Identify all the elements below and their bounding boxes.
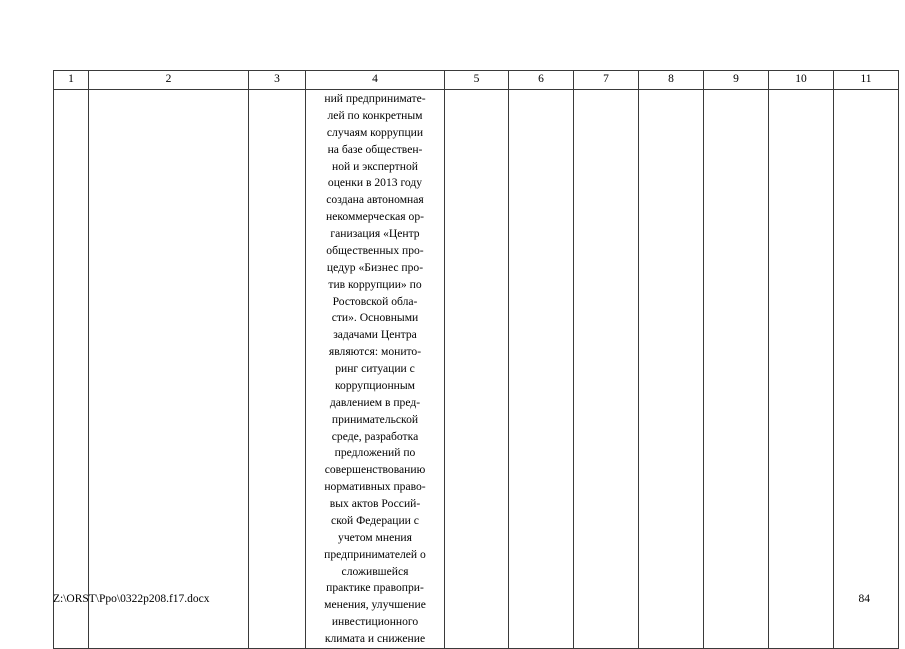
column-number-cell-9: 9 (703, 70, 769, 90)
cell-content-col5 (445, 90, 508, 99)
table-row: ний предпринимате- лей по конкретным слу… (53, 89, 899, 649)
cell-content-col8 (639, 90, 703, 99)
column-number-cell-3: 3 (248, 70, 306, 90)
column-number-cell-10: 10 (768, 70, 834, 90)
column-number-cell-1: 1 (53, 70, 89, 90)
table-cell-col5 (444, 89, 509, 649)
column-number-cell-8: 8 (638, 70, 704, 90)
cell-content-col4: ний предпринимате- лей по конкретным слу… (324, 92, 426, 645)
cell-content-col10 (769, 90, 833, 99)
table-cell-col7 (573, 89, 639, 649)
cell-content-col11 (834, 90, 898, 99)
cell-content-col1 (54, 90, 88, 99)
table-cell-col4: ний предпринимате- лей по конкретным слу… (305, 89, 445, 649)
column-number-cell-2: 2 (88, 70, 249, 90)
table-cell-col10 (768, 89, 834, 649)
table-cell-col11 (833, 89, 899, 649)
column-number-cell-7: 7 (573, 70, 639, 90)
table-cell-col2 (88, 89, 249, 649)
table-cell-col6 (508, 89, 574, 649)
cell-content-col3 (249, 90, 305, 99)
cell-content-col6 (509, 90, 573, 99)
table-cell-col9 (703, 89, 769, 649)
page-footer: Z:\ORST\Ppo\0322p208.f17.docx 84 (53, 590, 870, 608)
table-cell-col1 (53, 89, 89, 649)
column-number-row: 1 2 3 4 5 6 7 8 9 10 11 (53, 70, 899, 90)
column-number-cell-4: 4 (305, 70, 445, 90)
cell-content-col9 (704, 90, 768, 99)
cell-content-col2 (89, 90, 248, 99)
page-number: 84 (858, 593, 871, 605)
data-table: 1 2 3 4 5 6 7 8 9 10 11 ний предпринимат… (53, 70, 899, 649)
table-cell-col3 (248, 89, 306, 649)
cell-content-col7 (574, 90, 638, 99)
column-number-cell-11: 11 (833, 70, 899, 90)
table-cell-col8 (638, 89, 704, 649)
footer-file-path: Z:\ORST\Ppo\0322p208.f17.docx (53, 593, 210, 605)
column-number-cell-6: 6 (508, 70, 574, 90)
column-number-cell-5: 5 (444, 70, 509, 90)
